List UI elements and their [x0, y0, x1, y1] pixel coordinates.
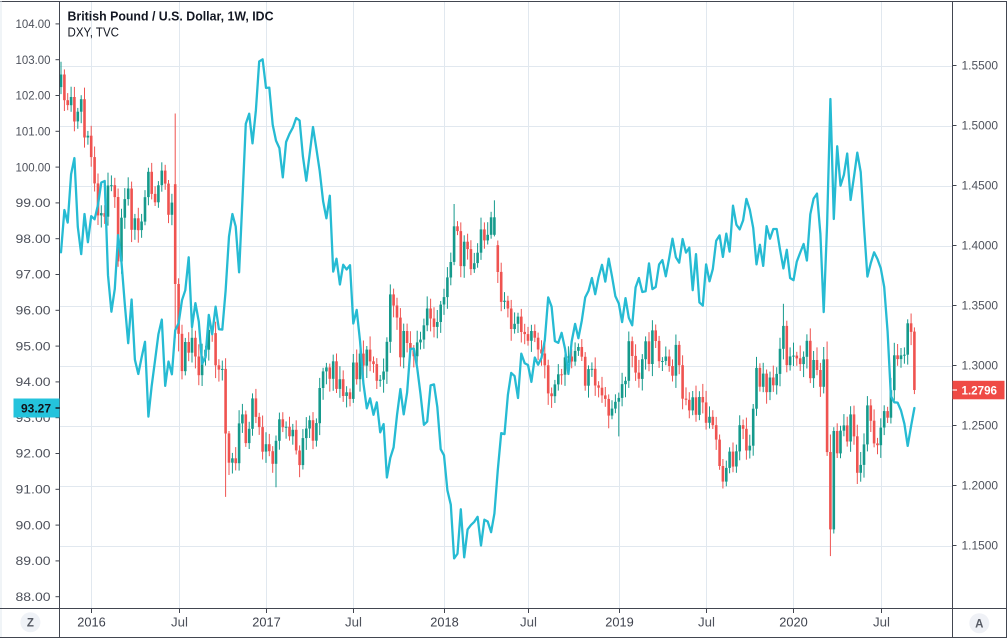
svg-text:Jul: Jul: [698, 615, 715, 630]
svg-text:2016: 2016: [77, 615, 106, 630]
svg-text:90.00: 90.00: [16, 518, 51, 532]
svg-text:Z: Z: [27, 618, 34, 630]
svg-text:95.00: 95.00: [16, 339, 51, 353]
svg-text:2017: 2017: [252, 615, 280, 630]
svg-text:1.2500: 1.2500: [962, 419, 999, 433]
svg-text:91.00: 91.00: [16, 483, 51, 497]
svg-text:Jul: Jul: [171, 615, 188, 630]
svg-text:93.27: 93.27: [21, 401, 51, 415]
svg-text:2018: 2018: [430, 615, 459, 630]
svg-text:96.00: 96.00: [16, 304, 51, 318]
svg-text:94.00: 94.00: [16, 375, 51, 389]
svg-text:1.2796: 1.2796: [962, 383, 998, 397]
svg-text:98.00: 98.00: [16, 232, 51, 246]
svg-text:Jul: Jul: [873, 615, 890, 630]
svg-text:1.4000: 1.4000: [962, 239, 999, 253]
svg-text:2020: 2020: [779, 615, 808, 630]
svg-text:104.00: 104.00: [16, 17, 51, 31]
svg-text:Jul: Jul: [345, 615, 362, 630]
svg-text:2019: 2019: [605, 615, 634, 630]
svg-text:100.00: 100.00: [16, 160, 51, 174]
svg-text:1.5500: 1.5500: [962, 59, 999, 73]
svg-text:1.4500: 1.4500: [962, 179, 999, 193]
svg-text:1.1500: 1.1500: [962, 539, 999, 553]
svg-text:101.00: 101.00: [16, 125, 51, 139]
svg-text:1.2000: 1.2000: [962, 479, 999, 493]
svg-text:88.00: 88.00: [16, 590, 51, 604]
svg-text:92.00: 92.00: [16, 447, 51, 461]
svg-text:1.5000: 1.5000: [962, 119, 999, 133]
svg-text:89.00: 89.00: [16, 554, 51, 568]
svg-text:DXY, TVC: DXY, TVC: [68, 26, 120, 40]
svg-text:1.3500: 1.3500: [962, 299, 999, 313]
svg-text:British Pound / U.S. Dollar, 1: British Pound / U.S. Dollar, 1W, IDC: [68, 8, 275, 23]
svg-text:A: A: [975, 618, 983, 630]
svg-text:102.00: 102.00: [16, 89, 51, 103]
svg-text:1.3000: 1.3000: [962, 359, 999, 373]
svg-text:97.00: 97.00: [16, 268, 51, 282]
svg-text:Jul: Jul: [520, 615, 537, 630]
svg-text:103.00: 103.00: [16, 53, 51, 67]
svg-text:99.00: 99.00: [16, 196, 51, 210]
